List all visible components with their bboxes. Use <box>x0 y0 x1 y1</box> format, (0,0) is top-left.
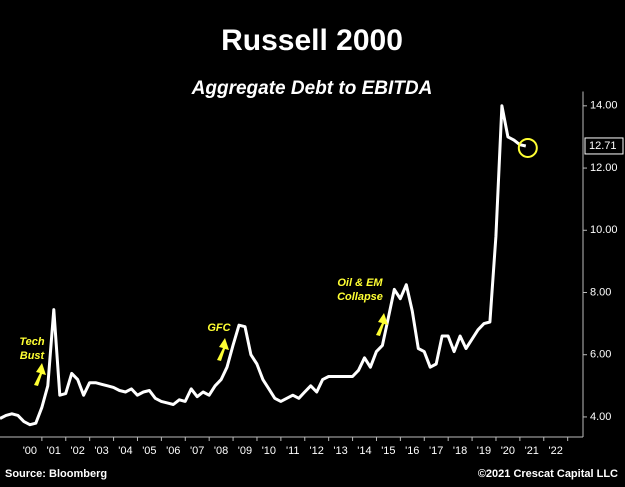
annotation: Bust <box>20 350 46 362</box>
annotation: Collapse <box>337 291 383 303</box>
last-value-label: 12.71 <box>589 140 617 152</box>
x-tick-label: '20 <box>501 445 515 457</box>
last-value-box <box>584 137 624 155</box>
x-tick-label: '14 <box>357 445 371 457</box>
x-tick-label: '01 <box>47 445 61 457</box>
x-tick-label: '21 <box>525 445 539 457</box>
chart-title: Russell 2000 <box>221 24 403 57</box>
y-tick-label: 12.00 <box>590 162 618 174</box>
annotation-arrow <box>217 338 229 361</box>
x-tick-label: '06 <box>166 445 180 457</box>
highlight-circle <box>517 137 538 158</box>
x-tick-label: '17 <box>429 445 443 457</box>
x-tick-label: '09 <box>238 445 252 457</box>
annotation-arrow <box>376 313 388 336</box>
x-tick-label: '05 <box>142 445 156 457</box>
copyright: ©2021 Crescat Capital LLC <box>478 468 618 480</box>
x-tick-label: '11 <box>286 445 300 457</box>
x-tick-label: '18 <box>453 445 467 457</box>
data-line <box>0 104 527 427</box>
x-tick-label: '13 <box>333 445 347 457</box>
x-tick-label: '22 <box>549 445 563 457</box>
x-tick-label: '16 <box>405 445 419 457</box>
x-tick-label: '07 <box>190 445 204 457</box>
chart-subtitle: Aggregate Debt to EBITDA <box>191 78 433 99</box>
x-tick-label: '02 <box>71 445 85 457</box>
x-tick-label: '12 <box>310 445 324 457</box>
y-tick-label: 14.00 <box>590 100 618 112</box>
x-tick-label: '00 <box>23 445 37 457</box>
x-tick-label: '19 <box>477 445 491 457</box>
x-tick-label: '08 <box>214 445 228 457</box>
y-tick-label: 8.00 <box>590 286 611 298</box>
y-tick-label: 10.00 <box>590 224 618 236</box>
annotation: Oil & EM <box>337 277 383 289</box>
source: Source: Bloomberg <box>5 468 107 480</box>
x-tick-label: '03 <box>94 445 108 457</box>
annotation: GFC <box>207 322 231 334</box>
y-tick-label: 6.00 <box>590 349 611 361</box>
x-tick-label: '04 <box>118 445 132 457</box>
y-tick-label: 4.00 <box>590 411 611 423</box>
annotation: Tech <box>19 336 45 348</box>
annotation-arrow <box>34 363 46 386</box>
x-tick-label: '15 <box>381 445 395 457</box>
x-tick-label: '10 <box>262 445 276 457</box>
